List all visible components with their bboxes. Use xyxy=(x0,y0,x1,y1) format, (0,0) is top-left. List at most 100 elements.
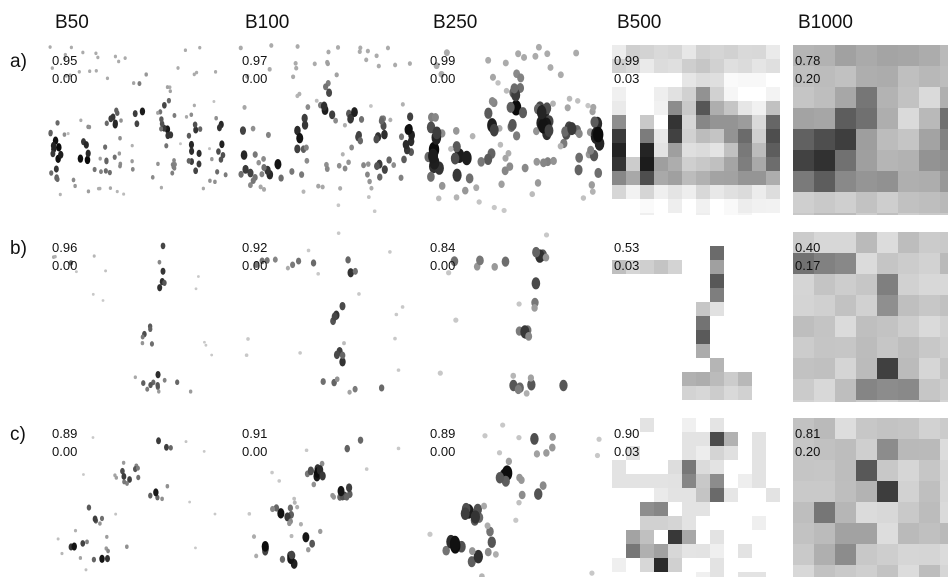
speck xyxy=(343,165,348,171)
pixel xyxy=(835,108,856,129)
pixel xyxy=(668,572,682,577)
pixel xyxy=(710,302,724,316)
speck xyxy=(395,313,399,317)
speck xyxy=(367,195,371,199)
pixel xyxy=(682,516,696,530)
speck xyxy=(122,461,125,465)
pixel xyxy=(877,544,898,565)
speck xyxy=(484,108,492,119)
speck xyxy=(305,448,309,452)
speck xyxy=(131,167,135,172)
pixel xyxy=(856,192,877,213)
pixel xyxy=(877,295,898,316)
score-bottom: 0.17 xyxy=(795,258,820,273)
speck xyxy=(397,447,401,451)
pixel xyxy=(682,372,696,386)
pixel xyxy=(696,544,710,558)
speck xyxy=(261,164,266,171)
panel-image xyxy=(612,418,780,577)
speck xyxy=(316,272,320,276)
speck xyxy=(213,180,217,184)
pixel xyxy=(877,316,898,337)
speck xyxy=(137,81,141,86)
pixel xyxy=(919,213,940,215)
pixel xyxy=(654,260,668,274)
pixel xyxy=(919,400,940,402)
pixel xyxy=(682,157,696,171)
speck xyxy=(166,85,169,89)
pixel xyxy=(612,488,626,502)
speck xyxy=(269,43,273,48)
speck xyxy=(596,437,601,442)
speck xyxy=(124,56,127,60)
pixel xyxy=(696,59,710,73)
pixel xyxy=(898,544,919,565)
pixel xyxy=(640,213,654,215)
speck xyxy=(305,104,310,110)
pixel xyxy=(738,171,752,185)
pixel xyxy=(898,379,919,400)
speck xyxy=(388,250,392,254)
pixel xyxy=(856,171,877,192)
speck xyxy=(104,168,108,174)
speck xyxy=(407,112,413,121)
pixel xyxy=(710,115,724,129)
pixel xyxy=(612,516,626,530)
speck xyxy=(493,551,499,558)
speck xyxy=(54,165,59,172)
pixel xyxy=(654,213,668,215)
speck xyxy=(335,72,339,77)
pixel xyxy=(724,171,738,185)
pixel xyxy=(814,87,835,108)
pixel xyxy=(612,157,626,171)
speck xyxy=(476,256,483,266)
pixel xyxy=(919,150,940,171)
pixel xyxy=(940,502,948,523)
speck xyxy=(427,172,435,182)
pixel xyxy=(724,157,738,171)
speck xyxy=(239,46,243,51)
pixel xyxy=(766,59,780,73)
pixel xyxy=(668,530,682,544)
score-top: 0.99 xyxy=(614,53,639,68)
speck xyxy=(79,118,82,122)
speck xyxy=(93,516,98,523)
speck xyxy=(532,53,538,60)
speck xyxy=(215,169,219,175)
speck xyxy=(319,471,325,480)
speck xyxy=(432,113,439,122)
speck xyxy=(119,118,123,122)
speck xyxy=(203,450,206,453)
speck xyxy=(358,437,363,444)
pixel xyxy=(766,558,780,572)
pixel xyxy=(856,274,877,295)
speck xyxy=(344,445,350,452)
speck xyxy=(92,557,96,563)
column-header: B1000 xyxy=(798,12,853,33)
pixel xyxy=(654,129,668,143)
pixel xyxy=(814,150,835,171)
pixel xyxy=(738,558,752,572)
speck xyxy=(388,118,392,123)
speck xyxy=(513,518,518,523)
pixel xyxy=(668,129,682,143)
speck xyxy=(134,375,137,379)
speck xyxy=(288,504,293,511)
speck xyxy=(59,193,62,196)
speck xyxy=(96,56,99,60)
pixel xyxy=(835,439,856,460)
speck xyxy=(338,486,345,496)
pixel xyxy=(682,502,696,516)
speck xyxy=(164,143,168,148)
pixel xyxy=(640,101,654,115)
speck xyxy=(558,143,564,149)
speck xyxy=(176,66,179,70)
speck xyxy=(575,98,580,104)
speck xyxy=(365,172,370,178)
pixel xyxy=(640,516,654,530)
pixel xyxy=(793,460,814,481)
pixel xyxy=(940,418,948,439)
pixel xyxy=(612,460,626,474)
speck xyxy=(377,64,381,69)
pixel xyxy=(877,523,898,544)
